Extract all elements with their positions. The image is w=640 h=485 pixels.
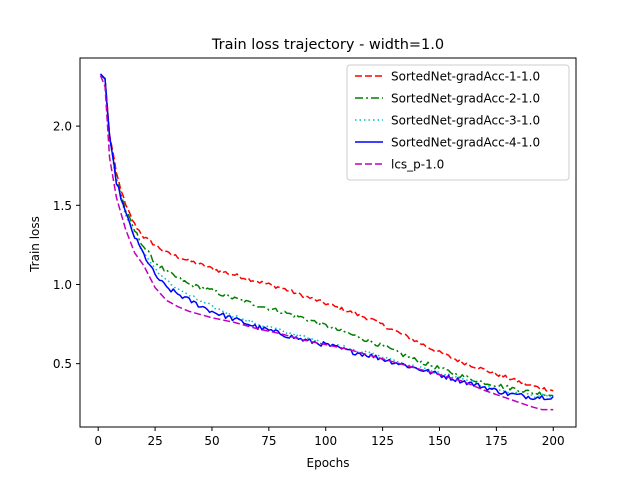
x-tick-label: 100 bbox=[314, 434, 337, 448]
x-axis-label: Epochs bbox=[307, 456, 350, 470]
legend-label: lcs_p-1.0 bbox=[391, 158, 444, 172]
legend-label: SortedNet-gradAcc-4-1.0 bbox=[391, 136, 540, 150]
y-axis-label: Train loss bbox=[28, 216, 42, 273]
x-tick-label: 0 bbox=[94, 434, 102, 448]
series-line-2 bbox=[100, 74, 554, 397]
axes-frame bbox=[79, 57, 577, 428]
x-tick-label: 25 bbox=[147, 434, 162, 448]
x-tick-label: 75 bbox=[261, 434, 276, 448]
x-tick-label: 200 bbox=[542, 434, 565, 448]
axes: 0 25 50 75 100 125 150 175 200 0.5 1.0 1.5 2.0 bbox=[53, 57, 577, 448]
x-tick-label: 50 bbox=[204, 434, 219, 448]
plot-area bbox=[99, 73, 554, 411]
series-line-1 bbox=[100, 74, 554, 392]
chart-title: Train loss trajectory - width=1.0 bbox=[211, 37, 444, 53]
y-tick-label: 1.0 bbox=[53, 278, 72, 292]
legend-label: SortedNet-gradAcc-3-1.0 bbox=[391, 114, 540, 128]
x-tick-label: 125 bbox=[371, 434, 394, 448]
legend-box bbox=[346, 64, 570, 181]
y-tick-label: 2.0 bbox=[53, 120, 72, 134]
y-tick-label: 1.5 bbox=[53, 199, 72, 213]
legend-label: SortedNet-gradAcc-2-1.0 bbox=[391, 92, 540, 106]
legend: SortedNet-gradAcc-1-1.0 SortedNet-gradAcc… bbox=[346, 64, 570, 181]
series-line-4 bbox=[99, 73, 554, 401]
legend-label: SortedNet-gradAcc-1-1.0 bbox=[391, 70, 540, 84]
x-tick-label: 150 bbox=[428, 434, 451, 448]
x-tick-label: 175 bbox=[485, 434, 508, 448]
series-line-5 bbox=[99, 75, 554, 411]
y-tick-label: 0.5 bbox=[53, 357, 72, 371]
